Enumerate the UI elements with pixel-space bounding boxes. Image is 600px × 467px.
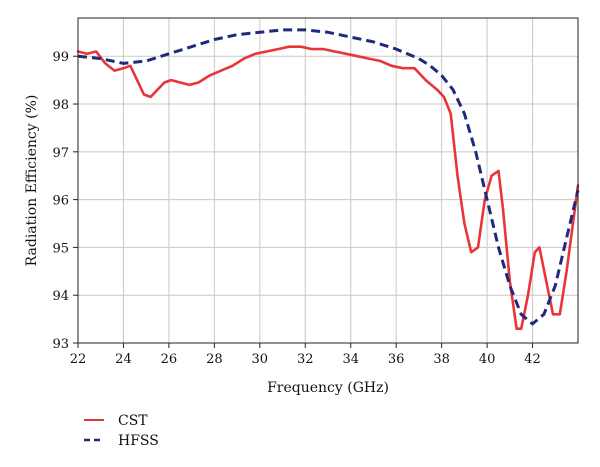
- x-tick-label: 30: [252, 352, 269, 367]
- x-tick-label: 42: [524, 352, 541, 367]
- x-tick-label: 22: [70, 352, 87, 367]
- y-tick-label: 93: [52, 337, 69, 352]
- x-tick-label: 38: [433, 352, 450, 367]
- x-tick-label: 28: [206, 352, 223, 367]
- y-tick-label: 97: [52, 146, 69, 161]
- x-tick-label: 24: [115, 352, 132, 367]
- x-tick-label: 40: [479, 352, 496, 367]
- plot-frame: [77, 17, 579, 344]
- x-axis-ticks: 22 24 26 28 30 32 34 36 38 40 42: [70, 343, 541, 367]
- y-tick-label: 95: [52, 241, 69, 256]
- grid: [77, 18, 578, 344]
- legend-label-cst: CST: [118, 413, 148, 429]
- x-axis-label: Frequency (GHz): [267, 380, 389, 396]
- series-line-cst: [76, 45, 580, 330]
- y-tick-label: 98: [52, 98, 69, 113]
- legend-label-hfss: HFSS: [118, 433, 159, 449]
- x-tick-label: 34: [342, 352, 359, 367]
- x-tick-label: 26: [161, 352, 178, 367]
- y-axis-label: Radiation Efficiency (%): [24, 95, 40, 267]
- y-axis-ticks: 93 94 95 96 97 98 99: [52, 50, 78, 352]
- y-tick-label: 94: [52, 289, 69, 304]
- legend: CST HFSS: [84, 413, 159, 449]
- y-tick-label: 96: [52, 194, 69, 209]
- y-tick-label: 99: [52, 50, 69, 65]
- series-line-hfss: [77, 28, 580, 326]
- x-tick-label: 36: [388, 352, 405, 367]
- x-tick-label: 32: [297, 352, 314, 367]
- series-layer: [76, 28, 580, 330]
